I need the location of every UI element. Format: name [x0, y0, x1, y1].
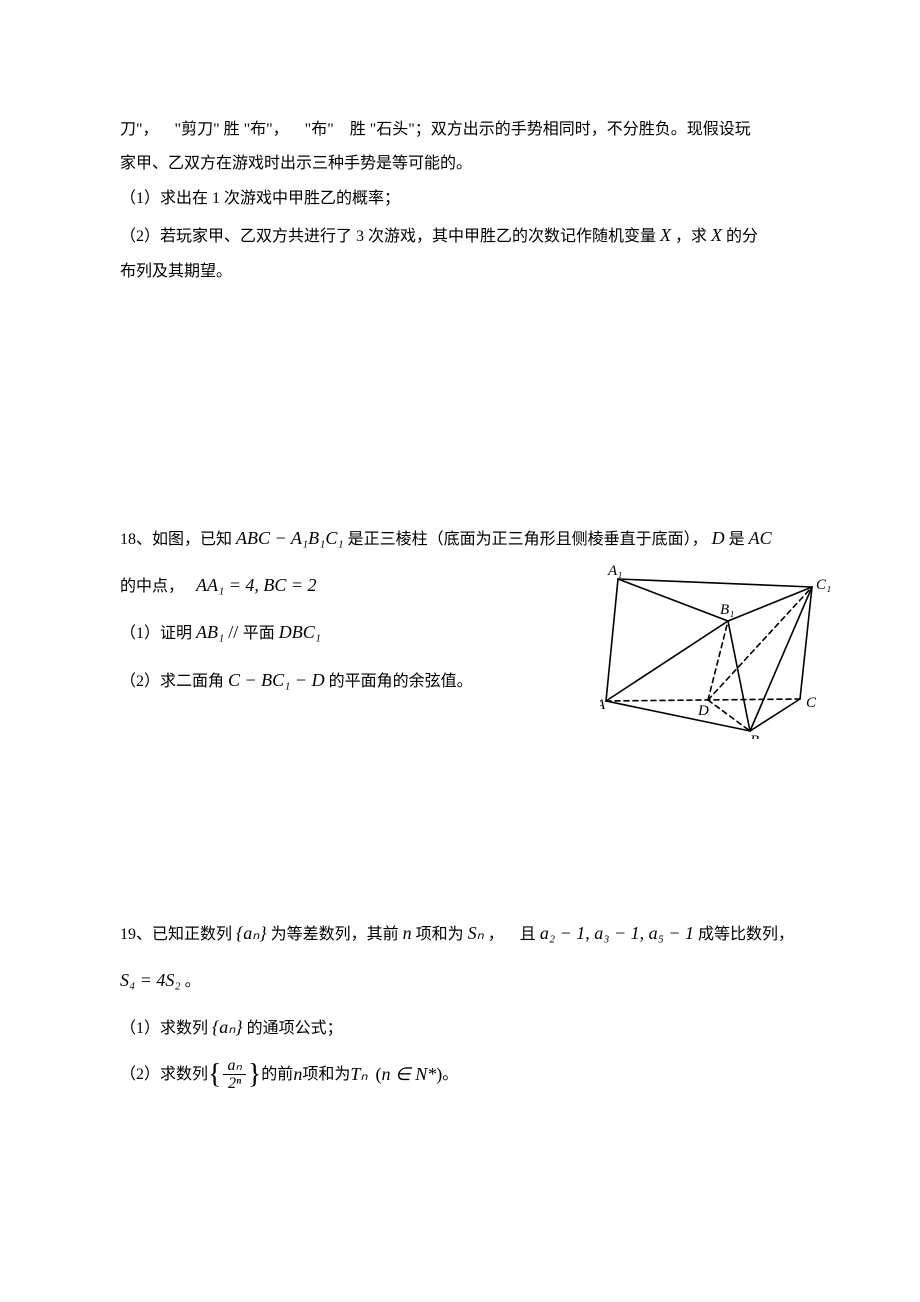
p18-q1-plane-word: 平面 — [243, 625, 279, 642]
p18-q2-expr: C − BC₁ − D — [228, 670, 325, 690]
p19-q1: （1）求数列 {aₙ} 的通项公式； — [120, 1006, 800, 1049]
p19-q2b: 的前 — [261, 1056, 293, 1094]
p18-lead-c: 是 — [729, 531, 749, 548]
p19-S4: S₄ = 4S₂ 。 — [120, 959, 800, 1002]
p18-mid-a: 的中点， — [120, 578, 184, 595]
p19-cond: n ∈ N* — [382, 1053, 437, 1096]
problem-17-tail: 刀"， "剪刀" 胜 "布"， "布" 胜 "石头"；双方出示的手势相同时，不分… — [120, 115, 800, 287]
p18-q1a: （1）证明 — [120, 625, 196, 642]
p19-Sn: Sₙ — [468, 923, 484, 943]
p18-lead-b: 是正三棱柱（底面为正三角形且侧棱垂直于底面）， — [348, 531, 708, 548]
p18-AC: AC — [749, 528, 772, 548]
q17-2c: 的分 — [726, 228, 758, 245]
p19-frac-den: 2ⁿ — [223, 1075, 245, 1093]
p19-frac: aₙ 2ⁿ — [223, 1057, 245, 1093]
q17-1: （1）求出在 1 次游戏中甲胜乙的概率； — [120, 184, 800, 214]
brace-close: } — [248, 1061, 261, 1089]
var-X-1: X — [660, 225, 671, 245]
p19-period: 。 — [185, 973, 201, 990]
p19-lead-c: 项和为 — [416, 926, 468, 943]
p18-q1-par: // — [228, 622, 243, 642]
p19-set-an-2: {aₙ} — [212, 1017, 243, 1037]
p19-q1b: 的通项公式； — [247, 1020, 343, 1037]
p18-q1-expr: AB₁ — [196, 622, 224, 642]
q17-2: （2）若玩家甲、乙双方共进行了 3 次游戏，其中甲胜乙的次数记作随机变量 X ，… — [120, 218, 800, 252]
intro-line-2: 家甲、乙双方在游戏时出示三种手势是等可能的。 — [120, 149, 800, 179]
var-X-2: X — [711, 225, 722, 245]
p18-expr-prism: ABC − A₁B₁C₁ — [236, 528, 344, 548]
problem-19: 19、已知正数列 {aₙ} 为等差数列，其前 n 项和为 Sₙ ， 且 a₂ −… — [120, 912, 800, 1097]
p19-lead: 19、已知正数列 {aₙ} 为等差数列，其前 n 项和为 Sₙ ， 且 a₂ −… — [120, 912, 800, 955]
p18-lead-a: 18、如图，已知 — [120, 531, 236, 548]
svg-text:C₁: C₁ — [816, 577, 830, 593]
p19-q2a: （2）求数列 — [120, 1056, 208, 1094]
p19-q2c: 项和为 — [302, 1056, 350, 1094]
p18-q1-plane: DBC₁ — [279, 622, 321, 642]
p18-q2a: （2）求二面角 — [120, 673, 228, 690]
p19-n-2: n — [293, 1053, 302, 1096]
prism-figure: A₁ B₁ C₁ A B C D — [600, 559, 830, 739]
q17-2d: 布列及其期望。 — [120, 257, 800, 287]
q17-2a: （2）若玩家甲、乙双方共进行了 3 次游戏，其中甲胜乙的次数记作随机变量 — [120, 228, 660, 245]
brace-open: { — [208, 1061, 221, 1089]
svg-text:A: A — [600, 697, 606, 713]
p19-n-1: n — [403, 923, 412, 943]
svg-text:B₁: B₁ — [720, 602, 734, 618]
p19-frac-num: aₙ — [223, 1057, 245, 1076]
p19-gp: a₂ − 1, a₃ − 1, a₅ − 1 — [540, 923, 694, 943]
p19-lead-a: 19、已知正数列 — [120, 926, 236, 943]
svg-text:D: D — [697, 703, 709, 719]
p19-lead-d: ， 且 — [488, 926, 540, 943]
p18-D: D — [712, 528, 725, 548]
p19-q1a: （1）求数列 — [120, 1020, 212, 1037]
p18-eq-len: AA₁ = 4, BC = 2 — [196, 575, 317, 595]
p18-lead: 18、如图，已知 ABC − A₁B₁C₁ 是正三棱柱（底面为正三角形且侧棱垂直… — [120, 517, 800, 560]
p19-Tn: Tₙ — [350, 1053, 367, 1096]
intro-line-1: 刀"， "剪刀" 胜 "布"， "布" 胜 "石头"；双方出示的手势相同时，不分… — [120, 115, 800, 145]
p19-q2: （2）求数列 { aₙ 2ⁿ } 的前 n 项和为 Tₙ ( n ∈ N* ) … — [120, 1053, 800, 1096]
p19-set-an-1: {aₙ} — [236, 923, 267, 943]
svg-text:B: B — [750, 733, 759, 739]
p19-period2: 。 — [442, 1056, 458, 1094]
q17-2b: ，求 — [675, 228, 711, 245]
p18-q2b: 的平面角的余弦值。 — [329, 673, 473, 690]
problem-18: 18、如图，已知 ABC − A₁B₁C₁ 是正三棱柱（底面为正三角形且侧棱垂直… — [120, 517, 800, 702]
p19-lead-b: 为等差数列，其前 — [271, 926, 403, 943]
svg-text:C: C — [806, 695, 817, 711]
p19-lead-e: 成等比数列， — [698, 926, 794, 943]
svg-text:A₁: A₁ — [607, 563, 622, 579]
p19-S4eq: S₄ = 4S₂ — [120, 970, 181, 990]
